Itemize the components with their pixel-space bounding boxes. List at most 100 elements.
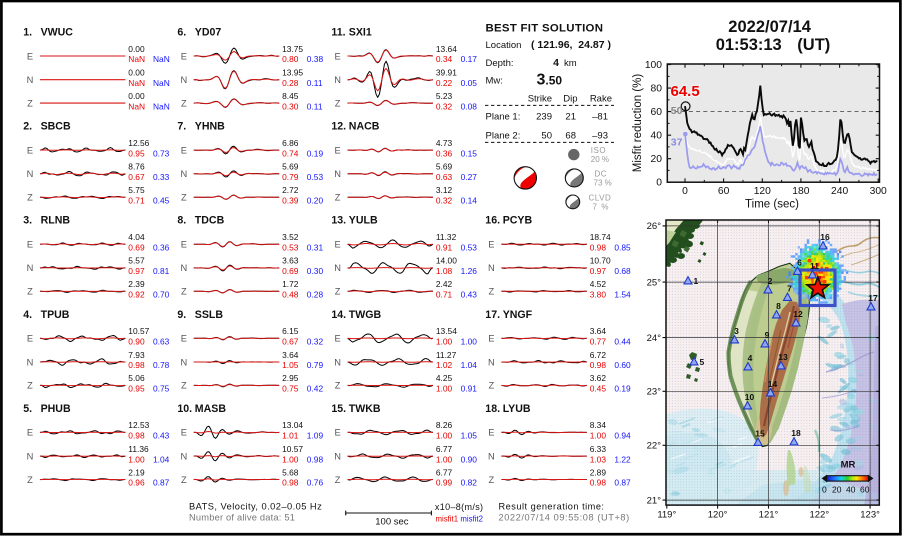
svg-text:N: N [334, 263, 341, 273]
svg-text:0.87: 0.87 [153, 478, 170, 488]
svg-text:RLNB: RLNB [41, 215, 71, 227]
svg-text:TWKB: TWKB [349, 403, 381, 415]
svg-text:21°: 21° [647, 495, 662, 506]
svg-text:E: E [27, 428, 33, 438]
svg-text:60: 60 [651, 107, 663, 118]
svg-text:0.69: 0.69 [128, 242, 145, 252]
svg-text:NACB: NACB [349, 121, 380, 133]
svg-text:3.80: 3.80 [590, 290, 607, 300]
svg-text:10.57: 10.57 [128, 326, 149, 336]
svg-text:N: N [180, 169, 187, 179]
svg-text:CLVD: CLVD [589, 194, 612, 203]
svg-text:1.72: 1.72 [282, 279, 299, 289]
svg-text:2.42: 2.42 [436, 279, 453, 289]
svg-text:0.38: 0.38 [307, 54, 324, 64]
svg-text:Z: Z [27, 193, 33, 203]
svg-text:13.04: 13.04 [282, 420, 303, 430]
svg-text:5.57: 5.57 [128, 256, 145, 266]
svg-text:1.54: 1.54 [614, 290, 631, 300]
svg-text:1.05: 1.05 [461, 431, 478, 441]
svg-text:0.00: 0.00 [128, 68, 145, 78]
svg-text:0.45: 0.45 [153, 195, 170, 205]
svg-text:6.72: 6.72 [590, 350, 607, 360]
svg-text:0.91: 0.91 [436, 242, 453, 252]
svg-text:5.68: 5.68 [282, 467, 299, 477]
svg-text:50: 50 [541, 130, 552, 141]
svg-text:20: 20 [832, 485, 842, 495]
svg-text:1.04: 1.04 [461, 360, 478, 370]
svg-text:0.69: 0.69 [282, 266, 299, 276]
svg-text:N: N [180, 75, 187, 85]
svg-text:0.05: 0.05 [461, 78, 478, 88]
svg-text:misfit1: misfit1 [436, 515, 459, 524]
svg-text:N: N [334, 357, 341, 367]
svg-text:5.23: 5.23 [436, 91, 453, 101]
svg-text:5.69: 5.69 [282, 162, 299, 172]
svg-text:11.36: 11.36 [128, 444, 149, 454]
svg-text:0.27: 0.27 [461, 172, 478, 182]
svg-text:Z: Z [181, 287, 187, 297]
svg-text:18: 18 [791, 428, 801, 438]
svg-text:TPUB: TPUB [41, 309, 70, 321]
svg-text:0.32: 0.32 [307, 337, 324, 347]
svg-text:N: N [27, 263, 34, 273]
svg-text:3.64: 3.64 [590, 326, 607, 336]
svg-text:12.: 12. [331, 121, 346, 133]
svg-text:E: E [488, 240, 494, 250]
svg-text:8.34: 8.34 [590, 420, 607, 430]
svg-text:100 sec: 100 sec [375, 517, 409, 528]
svg-text:NaN: NaN [153, 54, 170, 64]
svg-text:0.79: 0.79 [282, 172, 299, 182]
svg-text:2: 2 [768, 276, 773, 286]
svg-text:0.00: 0.00 [128, 44, 145, 54]
svg-text:240: 240 [831, 186, 848, 197]
svg-text:6.33: 6.33 [590, 444, 607, 454]
svg-text:20: 20 [651, 154, 663, 165]
svg-text:Z: Z [27, 98, 33, 108]
svg-text:0.98: 0.98 [590, 360, 607, 370]
svg-text:17: 17 [868, 293, 878, 303]
svg-text:23°: 23° [647, 387, 662, 398]
svg-text:DC: DC [595, 170, 608, 179]
svg-text:11.32: 11.32 [436, 232, 457, 242]
svg-text:3.63: 3.63 [282, 256, 299, 266]
svg-text:123°: 123° [860, 510, 880, 521]
svg-text:7: 7 [787, 284, 792, 294]
svg-text:64.5: 64.5 [671, 83, 700, 100]
svg-text:1: 1 [694, 276, 699, 286]
svg-text:4.73: 4.73 [436, 138, 453, 148]
svg-text:km: km [564, 58, 577, 69]
svg-text:5.: 5. [23, 403, 32, 415]
svg-text:0.98: 0.98 [282, 478, 299, 488]
svg-text:E: E [334, 145, 340, 155]
svg-text:Time (sec): Time (sec) [745, 198, 799, 210]
svg-text:37: 37 [671, 136, 683, 148]
svg-text:4: 4 [748, 353, 753, 363]
svg-text:0.08: 0.08 [461, 101, 478, 111]
svg-text:16.: 16. [485, 215, 500, 227]
svg-text:0.53: 0.53 [282, 242, 299, 252]
svg-text:3.: 3. [23, 215, 32, 227]
svg-text:8: 8 [776, 301, 781, 311]
svg-text:E: E [181, 240, 187, 250]
svg-text:0.76: 0.76 [307, 478, 324, 488]
svg-text:14.: 14. [331, 309, 346, 321]
svg-text:E: E [488, 334, 494, 344]
svg-text:Z: Z [181, 98, 187, 108]
svg-text:4.04: 4.04 [128, 232, 145, 242]
svg-text:8.76: 8.76 [128, 162, 145, 172]
svg-text:0.85: 0.85 [614, 242, 631, 252]
svg-text:Mw:: Mw: [486, 76, 503, 87]
svg-text:0.67: 0.67 [282, 337, 299, 347]
svg-text:0.34: 0.34 [436, 54, 453, 64]
svg-text:1.05: 1.05 [282, 360, 299, 370]
svg-text:0.98: 0.98 [128, 360, 145, 370]
svg-text:10: 10 [745, 392, 755, 402]
svg-text:0.15: 0.15 [461, 148, 478, 158]
svg-text:60: 60 [718, 186, 730, 197]
svg-text:NaN: NaN [128, 54, 145, 64]
svg-text:14.00: 14.00 [436, 256, 457, 266]
svg-text:13.64: 13.64 [436, 44, 457, 54]
svg-text:N: N [334, 451, 341, 461]
svg-text:3.64: 3.64 [282, 350, 299, 360]
